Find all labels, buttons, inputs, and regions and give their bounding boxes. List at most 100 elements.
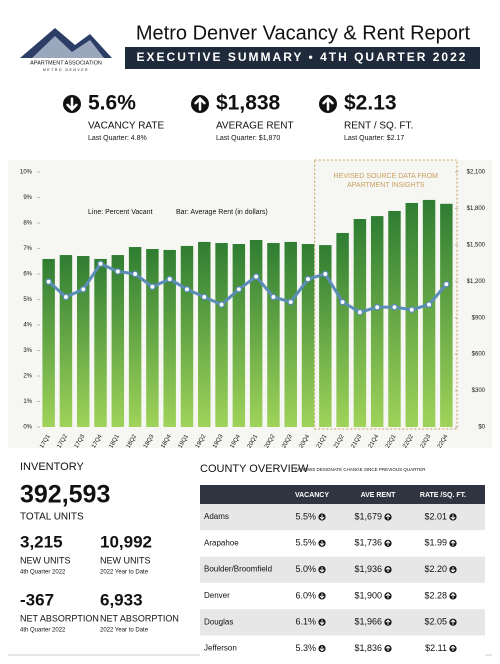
logo-subtext: METRO DENVER [43,68,89,72]
inventory-title: INVENTORY [20,461,84,473]
line-point [62,293,70,301]
y2-tick-label: $1,200 [467,279,486,285]
table-cell: 5.0% [295,564,316,574]
arrow-glyph [319,566,325,573]
line-point [304,275,312,283]
table-cell: 5.3% [295,643,316,653]
arrow-glyph [319,645,325,652]
annotation-text: REVISED SOURCE DATA FROM APARTMENT INSIG… [333,173,438,189]
y2-tick-label: $300 [472,388,486,394]
table-row-bg [200,556,485,583]
stat-label: NEW UNITS [20,555,71,565]
county-name: Arapahoe [204,538,239,547]
line-point [149,283,156,290]
table-cell: $1.99 [424,538,447,548]
bar [336,232,349,427]
table-subtitle: ARROWS DESIGNATE CHANGE SINCE PREVIOUS Q… [295,467,426,472]
table-row-bg [200,609,485,636]
bar [353,218,367,427]
y-tick-label: 1% [23,399,32,405]
bar [267,243,280,427]
arrow-glyph [385,540,391,546]
bar [422,199,436,427]
banner [125,47,480,69]
arrow-glyph [194,96,206,111]
y-tick-label: 2% [23,374,32,380]
bar [370,216,384,427]
y-tick-label: 6% [23,272,32,278]
table-cell: $1,900 [354,590,382,600]
arrow-glyph [319,619,325,626]
line-point [79,286,87,293]
inventory-total-label: TOTAL UNITS [20,512,84,523]
stat-label: NET ABSORPTION [100,613,179,623]
column-header: VACANCY [295,492,329,499]
line-point [183,286,191,293]
table-cell: 6.1% [295,617,316,627]
arrow-glyph [450,645,456,652]
line-point [97,260,104,268]
kpi-note: Last Quarter: $1,870 [216,135,280,142]
table-cell: $2.28 [424,590,447,600]
arrow-glyph [450,514,456,520]
table-cell: $2.20 [424,564,447,574]
stat-value: 3,215 [20,532,63,551]
stat-note: 4th Quarter 2022 [20,628,66,634]
kpi-value: $2.13 [344,92,397,115]
line-point [166,275,173,283]
table-cell: 5.5% [295,538,316,548]
county-name: Douglas [204,617,233,626]
bar [232,244,246,427]
bar [319,245,332,427]
y-tick-label: 4% [23,323,32,329]
line-point [252,273,260,280]
line-point [201,293,208,301]
arrow-glyph [385,593,391,599]
y-tick-label: 8% [23,221,32,227]
y-tick-label: 10% [20,170,33,176]
stat-value: -367 [20,590,54,609]
logo: APARTMENT ASSOCIATION METRO DENVER [20,28,112,72]
county-name: Boulder/Broomfield [204,565,272,574]
table-row-bg [200,635,485,662]
y-tick-label: 3% [23,348,32,354]
county-name: Jefferson [204,644,237,653]
y2-tick-label: $1,800 [467,206,486,212]
table-cell: $1,836 [354,643,382,653]
banner-text: EXECUTIVE SUMMARY • 4TH QUARTER 2022 [137,50,468,64]
kpi-label: VACANCY RATE [88,121,164,132]
table-cell: 5.5% [295,511,316,521]
table-title: COUNTY OVERVIEW [200,463,309,475]
y-tick-label: 5% [23,297,32,303]
bar [405,202,418,427]
line-point [270,293,277,301]
arrow-glyph [319,593,325,599]
bar [180,245,194,427]
bar [77,256,90,427]
table-cell: $1,736 [354,538,382,548]
table-row-bg [200,530,485,557]
stat-note: 2022 Year to Date [100,628,149,634]
kpi-note: Last Quarter: 4.8% [88,135,147,142]
bar [59,255,73,427]
table-row-bg [200,582,485,610]
annotation: REVISED SOURCE DATA FROM APARTMENT INSIG… [333,173,438,189]
line-point [408,306,416,313]
y-tick-label: 7% [23,246,32,252]
y2-tick-label: $2,100 [467,170,486,176]
y2-tick-label: $900 [472,315,486,321]
arrow-glyph [322,96,334,111]
arrow-glyph [450,619,456,625]
line-point [443,280,450,288]
title: Metro Denver Vacancy & Rent Report [136,22,471,44]
line-point [235,286,243,293]
bar [128,247,142,427]
stat-note: 4th Quarter 2022 [20,570,66,576]
y-tick-label: 0% [23,425,32,431]
legend-entry: Bar: Average Rent (in dollars) [176,209,268,216]
column-header: RATE /SQ. FT. [420,492,466,499]
arrow-glyph [385,566,391,573]
arrow-glyph [450,593,456,599]
kpi-value: $1,838 [216,92,281,115]
line-point [114,268,122,275]
